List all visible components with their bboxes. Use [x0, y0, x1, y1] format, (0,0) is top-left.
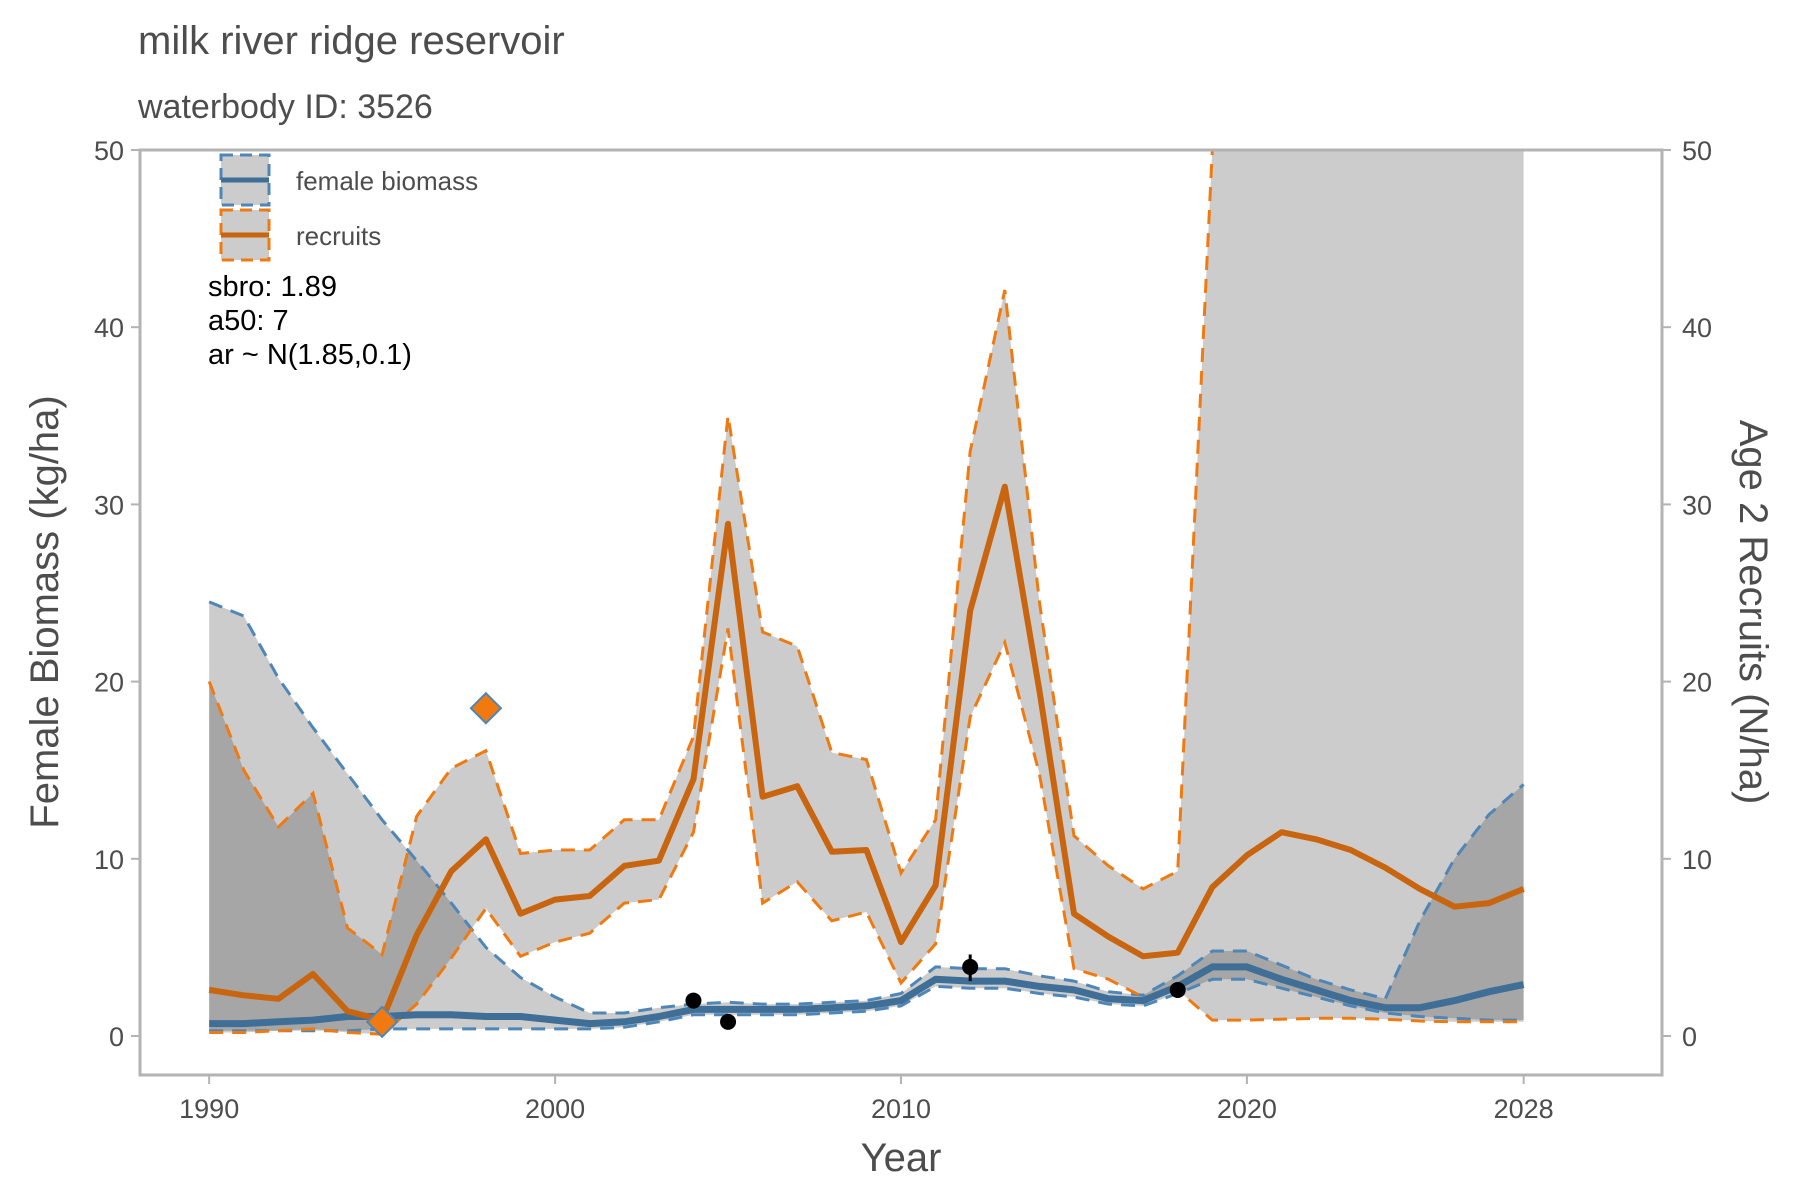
legend-key-recruits	[219, 208, 271, 262]
x-tick-label: 2028	[1494, 1094, 1554, 1124]
recruit-observation-point	[469, 691, 503, 725]
y2-tick-label: 40	[1682, 313, 1712, 343]
chart-subtitle: waterbody ID: 3526	[137, 88, 433, 126]
plot-content	[207, 150, 1525, 1039]
biomass-observation-point	[962, 958, 979, 975]
y2-tick-label: 10	[1682, 845, 1712, 875]
biomass-line	[209, 963, 1525, 1028]
x-tick-label: 2000	[525, 1094, 585, 1124]
y2-axis-title: Age 2 Recruits (N/ha)	[1731, 420, 1775, 805]
x-axis-title: Year	[861, 1136, 942, 1180]
annotation-ar-prior: ar ~ N(1.85,0.1)	[208, 339, 412, 371]
band-overlap	[209, 150, 1524, 1035]
recruits-upper-bound	[207, 150, 1524, 958]
biomass-observation-point	[1169, 981, 1186, 998]
y2-tick-label: 30	[1682, 490, 1712, 520]
recruits-lower-bound	[209, 628, 1524, 1036]
annotation-sbro: sbro: 1.89	[208, 271, 337, 303]
annotation-block: sbro: 1.89 a50: 7 ar ~ N(1.85,0.1)	[208, 271, 412, 371]
y2-tick-label: 50	[1682, 136, 1712, 166]
y-tick-label: 40	[94, 313, 124, 343]
x-tick-label: 1990	[179, 1094, 239, 1124]
y-axis-title: Female Biomass (kg/ha)	[23, 395, 67, 828]
y-tick-label: 30	[94, 490, 124, 520]
plot-area	[207, 150, 1525, 1039]
chart-title: milk river ridge reservoir	[138, 19, 565, 63]
x-tick-label: 2010	[871, 1094, 931, 1124]
y-tick-label: 50	[94, 136, 124, 166]
legend: female biomass recruits	[219, 153, 478, 262]
biomass-observation-point	[685, 992, 702, 1009]
annotation-a50: a50: 7	[208, 305, 289, 337]
biomass-observation-point	[720, 1013, 737, 1030]
legend-key-female-biomass	[219, 153, 271, 207]
y-tick-label: 10	[94, 845, 124, 875]
x-tick-label: 2020	[1217, 1094, 1277, 1124]
recruit-observation-point	[365, 1005, 399, 1039]
y-tick-label: 0	[109, 1022, 124, 1052]
recruits-line	[208, 483, 1525, 1024]
legend-label-recruits: recruits	[296, 221, 381, 251]
y-tick-label: 20	[94, 668, 124, 698]
biomass-lower-bound	[209, 977, 1524, 1033]
biomass-upper-bound	[208, 600, 1525, 1015]
legend-label-female-biomass: female biomass	[296, 166, 478, 196]
y2-tick-label: 0	[1682, 1022, 1697, 1052]
y2-tick-label: 20	[1682, 668, 1712, 698]
